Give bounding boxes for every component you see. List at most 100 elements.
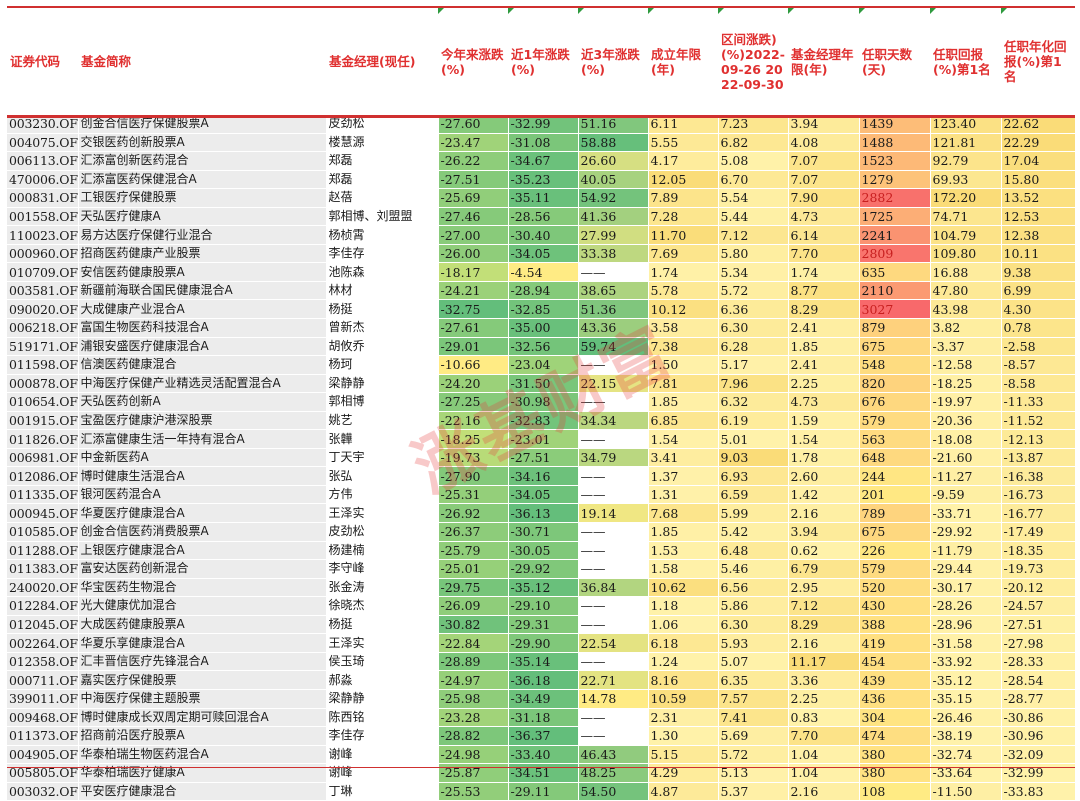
cell-code[interactable]: 011826.OF bbox=[7, 429, 79, 449]
cell-code[interactable]: 399011.OF bbox=[7, 689, 79, 709]
cell-code[interactable]: 004905.OF bbox=[7, 745, 79, 765]
cell-ytd[interactable]: -26.92 bbox=[438, 503, 509, 524]
cell-ret[interactable]: -19.97 bbox=[930, 392, 1002, 412]
cell-name[interactable]: 博时健康生活混合A bbox=[78, 466, 327, 486]
cell-ret[interactable]: -29.44 bbox=[930, 559, 1002, 579]
cell-ann[interactable]: -11.52 bbox=[1001, 411, 1076, 431]
cell-ann[interactable]: -17.49 bbox=[1001, 522, 1076, 542]
cell-ret[interactable]: 104.79 bbox=[930, 225, 1002, 245]
cell-ann[interactable]: 13.52 bbox=[1001, 188, 1076, 208]
cell-y1[interactable]: -34.16 bbox=[508, 466, 579, 486]
cell-ann[interactable]: 12.53 bbox=[1001, 207, 1076, 227]
cell-name[interactable]: 交银医药创新股票A bbox=[78, 133, 327, 153]
cell-ret[interactable]: -12.58 bbox=[930, 355, 1002, 375]
cell-wk[interactable]: 5.54 bbox=[718, 188, 789, 208]
cell-age[interactable]: 5.15 bbox=[648, 745, 719, 765]
cell-ann[interactable]: -28.54 bbox=[1001, 670, 1076, 690]
cell-y3[interactable]: 59.74 bbox=[578, 337, 649, 357]
cell-code[interactable]: 000960.OF bbox=[7, 244, 79, 264]
cell-code[interactable]: 011373.OF bbox=[7, 726, 79, 746]
cell-ann[interactable]: 9.38 bbox=[1001, 262, 1076, 282]
cell-name[interactable]: 中金新医药A bbox=[78, 448, 327, 468]
cell-age[interactable]: 5.78 bbox=[648, 281, 719, 301]
cell-mgr_years[interactable]: 7.70 bbox=[788, 726, 860, 746]
cell-manager[interactable]: 姚艺 bbox=[326, 411, 439, 431]
cell-wk[interactable]: 5.72 bbox=[718, 281, 789, 301]
header-annual-return[interactable]: 任职年化回报(%)第1名 bbox=[1001, 8, 1075, 115]
cell-manager[interactable]: 楼慧源 bbox=[326, 133, 439, 153]
cell-age[interactable]: 4.87 bbox=[648, 782, 719, 801]
cell-days[interactable]: 520 bbox=[859, 578, 931, 598]
cell-ann[interactable]: 22.29 bbox=[1001, 133, 1076, 153]
cell-wk[interactable]: 6.36 bbox=[718, 299, 789, 320]
cell-ret[interactable]: 123.40 bbox=[930, 115, 1002, 134]
cell-name[interactable]: 博时健康成长双周定期可赎回混合A bbox=[78, 708, 327, 728]
cell-y1[interactable]: -33.40 bbox=[508, 745, 579, 765]
cell-wk[interactable]: 6.70 bbox=[718, 170, 789, 190]
cell-mgr_years[interactable]: 0.83 bbox=[788, 708, 860, 728]
cell-y3[interactable]: 54.50 bbox=[578, 782, 649, 801]
cell-y3[interactable]: —— bbox=[578, 262, 649, 282]
cell-ytd[interactable]: -26.00 bbox=[438, 244, 509, 264]
cell-ytd[interactable]: -25.98 bbox=[438, 689, 509, 709]
cell-mgr_years[interactable]: 7.07 bbox=[788, 170, 860, 190]
cell-days[interactable]: 675 bbox=[859, 337, 931, 357]
cell-ann[interactable]: -30.86 bbox=[1001, 708, 1076, 728]
cell-days[interactable]: 388 bbox=[859, 615, 931, 635]
cell-name[interactable]: 安信医药健康股票A bbox=[78, 262, 327, 282]
cell-age[interactable]: 1.37 bbox=[648, 466, 719, 486]
cell-manager[interactable]: 池陈森 bbox=[326, 262, 439, 282]
cell-name[interactable]: 天弘医疗健康A bbox=[78, 207, 327, 227]
cell-wk[interactable]: 6.59 bbox=[718, 485, 789, 505]
cell-y3[interactable]: 51.36 bbox=[578, 299, 649, 320]
cell-y1[interactable]: -23.04 bbox=[508, 355, 579, 375]
cell-wk[interactable]: 5.72 bbox=[718, 745, 789, 765]
cell-y3[interactable]: 33.38 bbox=[578, 244, 649, 264]
cell-ytd[interactable]: -18.25 bbox=[438, 429, 509, 449]
cell-ann[interactable]: -27.51 bbox=[1001, 615, 1076, 635]
cell-y3[interactable]: 43.36 bbox=[578, 318, 649, 338]
cell-y3[interactable]: 22.54 bbox=[578, 633, 649, 653]
cell-manager[interactable]: 赵蓓 bbox=[326, 188, 439, 208]
cell-manager[interactable]: 杨挺 bbox=[326, 615, 439, 635]
cell-y1[interactable]: -36.13 bbox=[508, 503, 579, 524]
cell-y1[interactable]: -29.10 bbox=[508, 596, 579, 616]
cell-code[interactable]: 011335.OF bbox=[7, 485, 79, 505]
cell-ann[interactable]: -18.35 bbox=[1001, 541, 1076, 561]
cell-mgr_years[interactable]: 8.77 bbox=[788, 281, 860, 301]
cell-age[interactable]: 10.62 bbox=[648, 578, 719, 598]
cell-ann[interactable]: 17.04 bbox=[1001, 151, 1076, 171]
cell-code[interactable]: 110023.OF bbox=[7, 225, 79, 245]
cell-days[interactable]: 579 bbox=[859, 411, 931, 431]
cell-ret[interactable]: -21.60 bbox=[930, 448, 1002, 468]
cell-ytd[interactable]: -25.79 bbox=[438, 541, 509, 561]
header-1y[interactable]: 近1年涨跌(%) bbox=[508, 8, 578, 115]
cell-wk[interactable]: 6.48 bbox=[718, 541, 789, 561]
cell-wk[interactable]: 5.99 bbox=[718, 503, 789, 524]
cell-wk[interactable]: 5.44 bbox=[718, 207, 789, 227]
cell-y1[interactable]: -32.83 bbox=[508, 411, 579, 431]
cell-ann[interactable]: 12.38 bbox=[1001, 225, 1076, 245]
cell-wk[interactable]: 6.30 bbox=[718, 615, 789, 635]
cell-y3[interactable]: —— bbox=[578, 392, 649, 412]
cell-wk[interactable]: 7.23 bbox=[718, 115, 789, 134]
cell-code[interactable]: 519171.OF bbox=[7, 337, 79, 357]
cell-name[interactable]: 中海医疗保健产业精选灵活配置混合A bbox=[78, 374, 327, 394]
header-3y[interactable]: 近3年涨跌(%) bbox=[578, 8, 648, 115]
cell-days[interactable]: 454 bbox=[859, 652, 931, 672]
cell-wk[interactable]: 5.86 bbox=[718, 596, 789, 616]
cell-y3[interactable]: —— bbox=[578, 522, 649, 542]
cell-manager[interactable]: 林材 bbox=[326, 281, 439, 301]
cell-mgr_years[interactable]: 7.70 bbox=[788, 244, 860, 264]
cell-ret[interactable]: -11.50 bbox=[930, 782, 1002, 801]
cell-mgr_years[interactable]: 11.17 bbox=[788, 652, 860, 672]
cell-manager[interactable]: 郑磊 bbox=[326, 170, 439, 190]
cell-ytd[interactable]: -27.51 bbox=[438, 170, 509, 190]
cell-ann[interactable]: -24.57 bbox=[1001, 596, 1076, 616]
cell-code[interactable]: 000831.OF bbox=[7, 188, 79, 208]
cell-mgr_years[interactable]: 2.16 bbox=[788, 633, 860, 653]
cell-age[interactable]: 7.81 bbox=[648, 374, 719, 394]
cell-code[interactable]: 002264.OF bbox=[7, 633, 79, 653]
cell-y1[interactable]: -27.51 bbox=[508, 448, 579, 468]
cell-y3[interactable]: 58.88 bbox=[578, 133, 649, 153]
